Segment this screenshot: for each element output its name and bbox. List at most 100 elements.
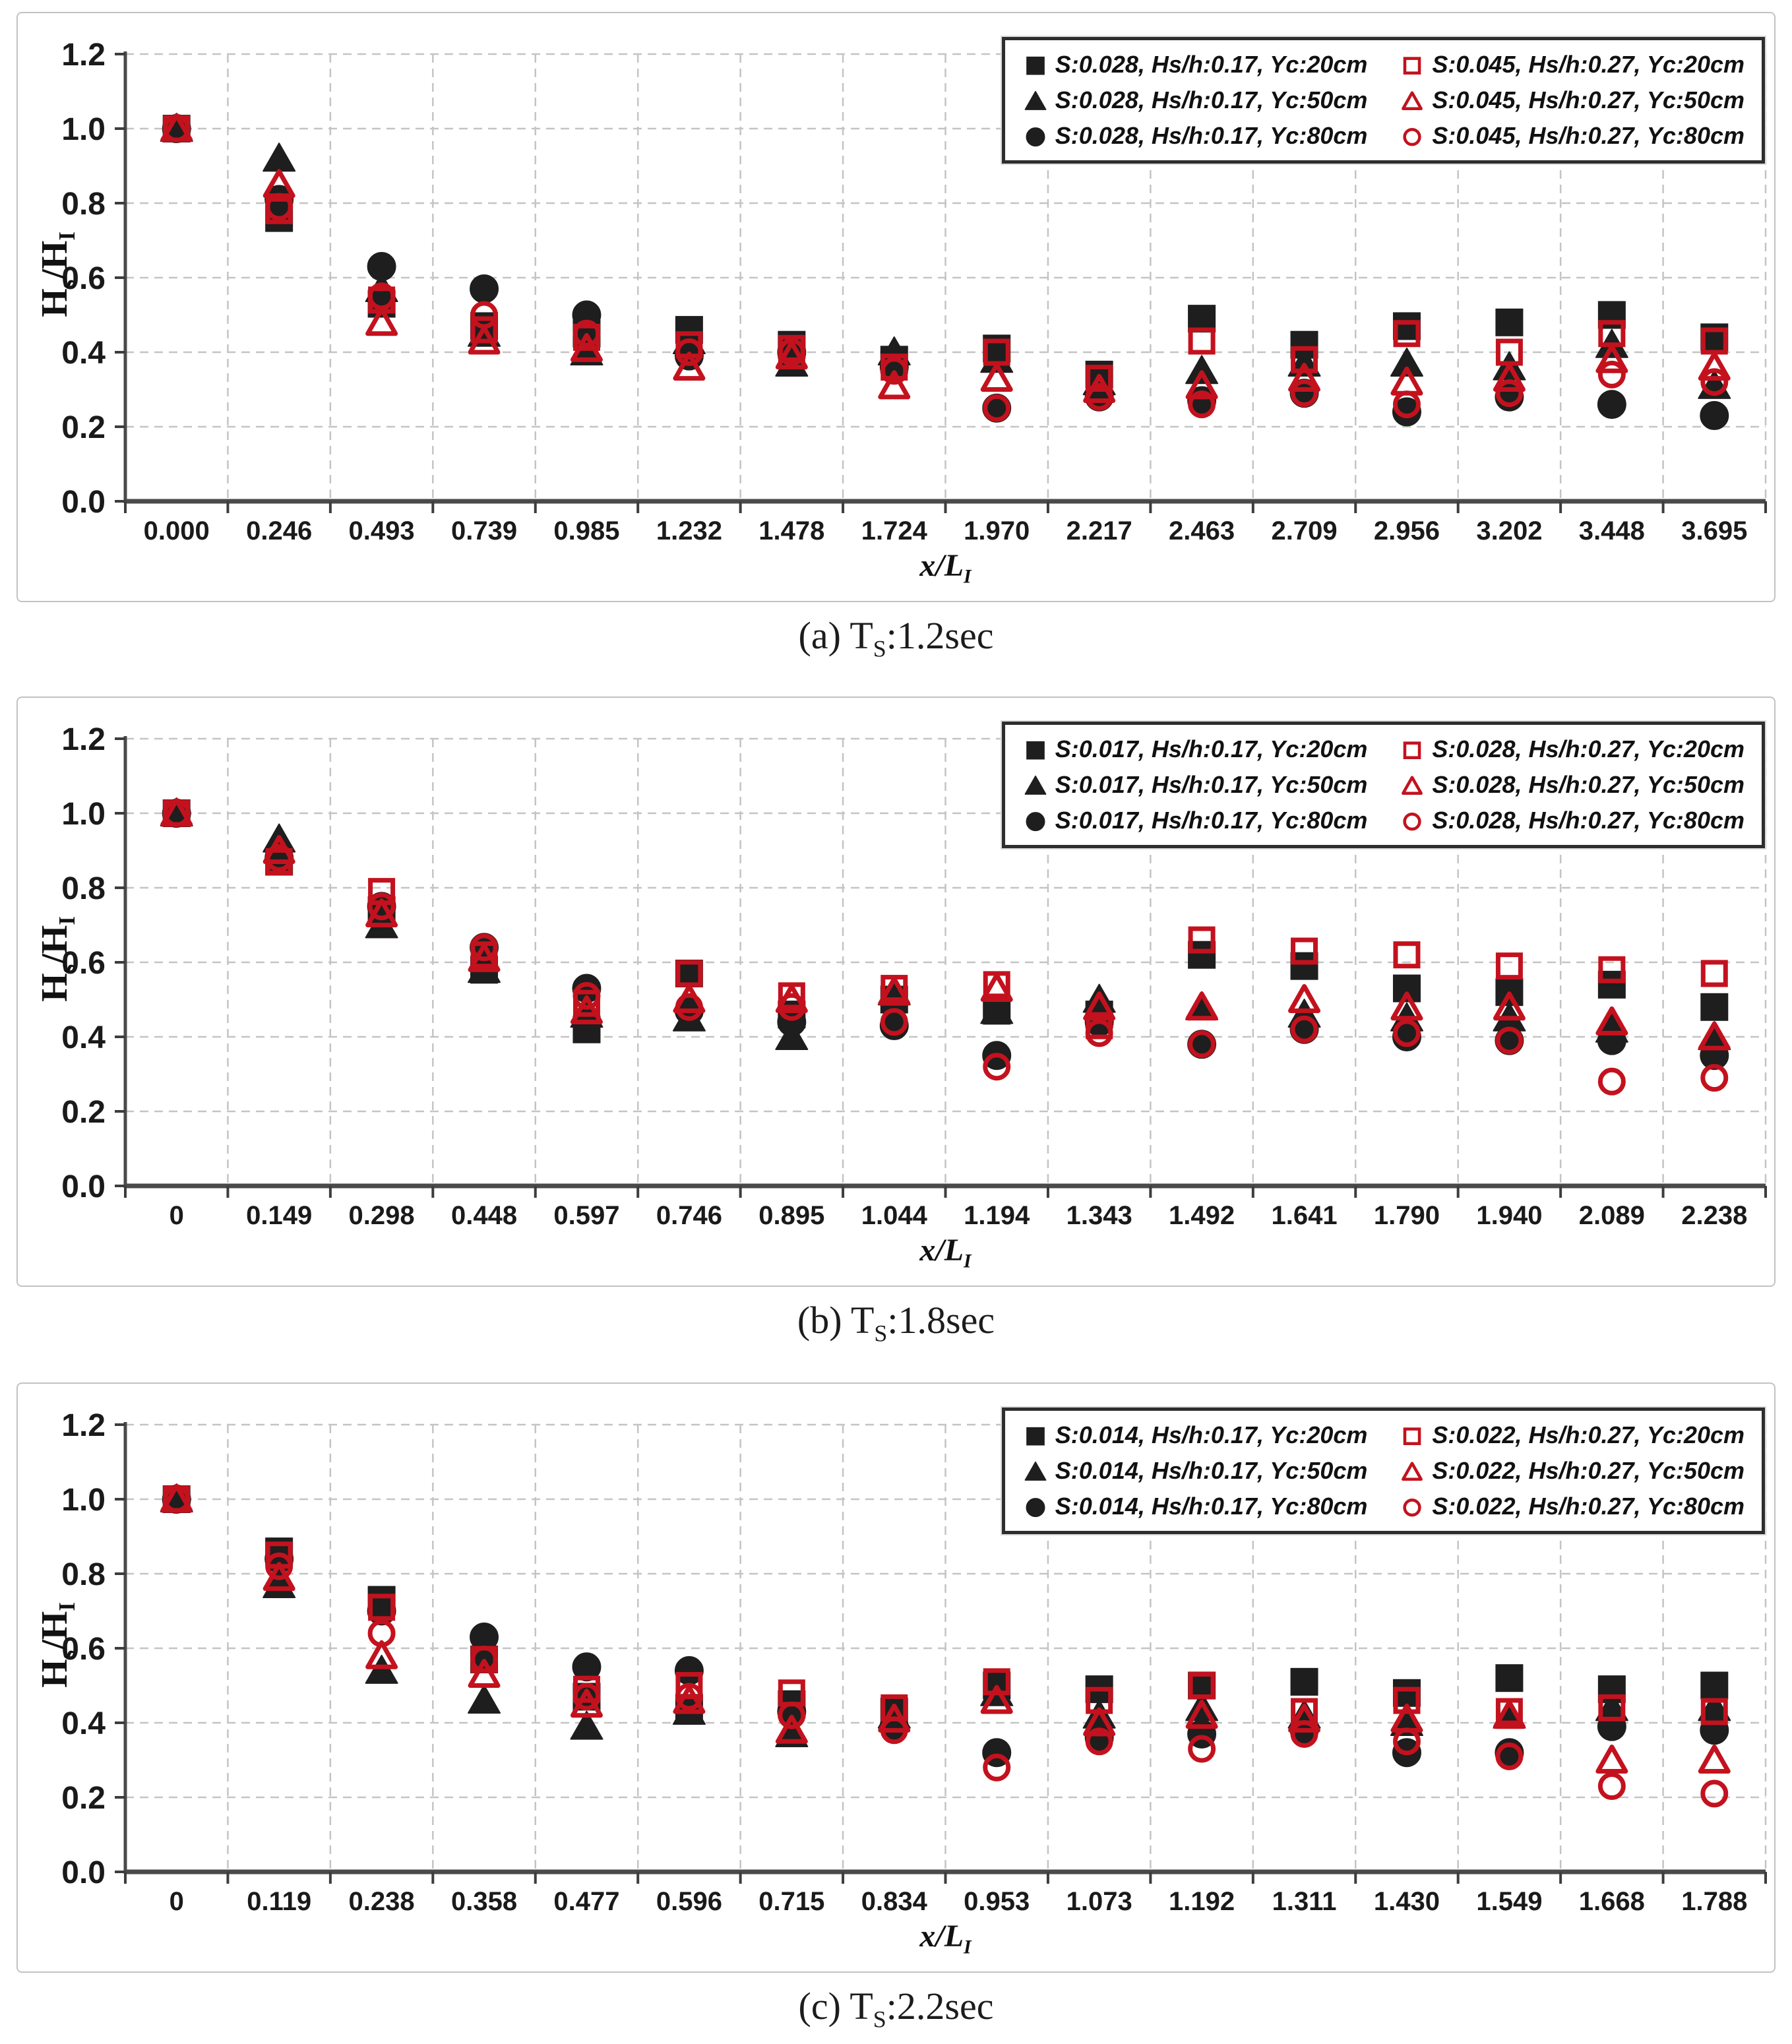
red-circle-marker-icon	[1597, 1067, 1626, 1096]
legend-item: S:0.022, Hs/h:0.27, Yc:80cm	[1399, 1493, 1745, 1520]
x-tick-label: 0.000	[144, 516, 210, 545]
red-square-marker-icon	[1495, 952, 1523, 980]
legend-item: S:0.022, Hs/h:0.27, Yc:20cm	[1399, 1421, 1745, 1449]
x-tick-label: 0.493	[349, 516, 415, 545]
red-circle-marker-icon	[1085, 1727, 1113, 1756]
x-tick-label: 0.358	[451, 1887, 517, 1916]
x-tick-label: 2.709	[1271, 516, 1337, 545]
red-triangle-marker-icon	[1698, 1745, 1731, 1774]
red-square-marker-icon	[1188, 327, 1216, 355]
y-tick-label: 0.4	[61, 1706, 106, 1741]
red-circle-marker-icon	[1700, 1780, 1729, 1808]
red-triangle-marker-icon	[1493, 991, 1526, 1021]
red-triangle-marker-icon	[1185, 370, 1218, 400]
x-tick-label: 1.790	[1374, 1201, 1440, 1230]
red-triangle-marker-icon	[673, 352, 706, 381]
x-tick-label: 1.073	[1066, 1887, 1132, 1916]
red-circle-marker-icon	[470, 1645, 499, 1673]
red-square-marker-icon	[1393, 320, 1421, 348]
legend-label: S:0.014, Hs/h:0.17, Yc:80cm	[1055, 1493, 1368, 1520]
black-circle-marker-icon	[1597, 390, 1626, 419]
x-tick-label: 0.715	[758, 1887, 824, 1916]
black-triangle-marker-icon	[1185, 355, 1219, 385]
legend-item: S:0.028, Hs/h:0.27, Yc:80cm	[1399, 807, 1745, 834]
red-square-marker-icon	[368, 1594, 396, 1621]
legend-label: S:0.028, Hs/h:0.17, Yc:20cm	[1055, 51, 1368, 78]
x-tick-label: 1.549	[1476, 1887, 1542, 1916]
red-circle-marker-icon	[983, 1053, 1011, 1081]
black-circle-marker-icon	[572, 1652, 602, 1682]
y-tick-label: 1.0	[61, 797, 106, 832]
x-tick-label: 0.895	[758, 1201, 824, 1230]
black-square-marker-icon	[1495, 308, 1524, 336]
x-tick-label: 2.217	[1066, 516, 1132, 545]
red-circle-marker-icon	[1403, 128, 1422, 146]
legend-item: S:0.028, Hs/h:0.17, Yc:50cm	[1022, 86, 1368, 114]
legend-label: S:0.014, Hs/h:0.17, Yc:20cm	[1055, 1421, 1368, 1448]
red-circle-marker-icon	[675, 338, 703, 366]
red-triangle-marker-icon	[1595, 1006, 1628, 1036]
red-circle-marker-icon	[162, 799, 191, 827]
legend-label: S:0.045, Hs/h:0.27, Yc:20cm	[1432, 51, 1745, 78]
red-triangle-marker-icon	[1595, 1745, 1628, 1774]
red-circle-marker-icon	[367, 892, 396, 921]
red-circle-marker-icon	[470, 933, 499, 962]
red-square-marker-icon	[1700, 960, 1728, 987]
red-triangle-marker-icon	[1390, 991, 1423, 1021]
red-circle-marker-icon	[880, 357, 908, 385]
red-triangle-marker-icon	[570, 995, 603, 1024]
red-square-marker-icon	[1291, 346, 1318, 373]
red-circle-marker-icon	[1188, 390, 1216, 419]
red-square-marker-icon	[1700, 1698, 1728, 1725]
legend-label: S:0.017, Hs/h:0.17, Yc:20cm	[1055, 735, 1368, 762]
red-circle-marker-icon	[675, 993, 703, 1021]
red-triangle-marker-icon	[1402, 1462, 1423, 1481]
scatter-plot-b: 0.0 0.2 0.4 0.6 0.8 1.0 1.2 0 0.149 0.298 0.448 0.5…	[61, 722, 1767, 1230]
red-square-marker-icon	[1598, 1694, 1626, 1721]
caption-a: (a) TS:1.2sec	[798, 614, 994, 662]
legend-label: S:0.022, Hs/h:0.27, Yc:80cm	[1432, 1493, 1745, 1520]
legend-item: S:0.022, Hs/h:0.27, Yc:50cm	[1399, 1457, 1745, 1485]
x-tick-label: 1.343	[1066, 1201, 1132, 1230]
y-tick-label: 0.8	[61, 187, 106, 222]
red-square-marker-icon	[1393, 941, 1421, 969]
red-circle-marker-icon	[572, 1683, 601, 1711]
y-tick-label: 1.0	[61, 1483, 106, 1518]
caption-c: (c) TS:2.2sec	[798, 1985, 994, 2033]
scatter-plot-a: 0.0 0.2 0.4 0.6 0.8 1.0 1.2 0.000 0.246 0.493 0.73…	[61, 38, 1767, 545]
legend-item: S:0.017, Hs/h:0.17, Yc:80cm	[1022, 807, 1367, 834]
x-axis-title: x/LI	[919, 1919, 972, 1958]
red-square-marker-icon	[1291, 937, 1318, 965]
red-circle-marker-icon	[1392, 1019, 1421, 1047]
chart-panel-c: 0.0 0.2 0.4 0.6 0.8 1.0 1.2 0 0.119 0.238 0.358 0.4…	[16, 1382, 1776, 1973]
legend-item: S:0.045, Hs/h:0.27, Yc:50cm	[1399, 86, 1745, 114]
legend-item: S:0.045, Hs/h:0.27, Yc:80cm	[1399, 122, 1745, 150]
black-triangle-marker-icon	[263, 142, 296, 172]
black-square-marker-icon	[1597, 970, 1626, 999]
red-square-marker-icon	[1598, 956, 1626, 983]
red-triangle-marker-icon	[980, 973, 1013, 1003]
black-circle-marker-icon	[1026, 127, 1045, 147]
y-tick-label: 1.2	[61, 1408, 106, 1443]
y-tick-label: 0.2	[61, 1095, 106, 1130]
red-triangle-marker-icon	[1402, 776, 1423, 795]
red-circle-marker-icon	[1495, 1742, 1524, 1770]
black-square-marker-icon	[1290, 952, 1318, 980]
black-triangle-marker-icon	[980, 995, 1014, 1024]
legend-label: S:0.028, Hs/h:0.17, Yc:50cm	[1055, 86, 1368, 113]
x-tick-label: 0.985	[553, 516, 619, 545]
red-triangle-marker-icon	[980, 1685, 1013, 1714]
red-circle-marker-icon	[1495, 1026, 1524, 1055]
red-circle-marker-icon	[1085, 383, 1113, 411]
y-tick-label: 0.8	[61, 871, 106, 906]
red-square-marker-icon	[983, 1668, 1010, 1696]
legend-label: S:0.028, Hs/h:0.17, Yc:80cm	[1055, 122, 1368, 149]
x-tick-label: 0	[170, 1201, 184, 1230]
red-circle-marker-icon	[470, 301, 499, 329]
legend-label: S:0.017, Hs/h:0.17, Yc:50cm	[1055, 771, 1368, 798]
red-triangle-marker-icon	[1493, 1700, 1526, 1729]
x-tick-label: 1.940	[1476, 1201, 1542, 1230]
red-triangle-marker-icon	[673, 1685, 706, 1714]
legend-item: S:0.028, Hs/h:0.27, Yc:50cm	[1399, 771, 1745, 799]
red-triangle-marker-icon	[878, 370, 911, 400]
